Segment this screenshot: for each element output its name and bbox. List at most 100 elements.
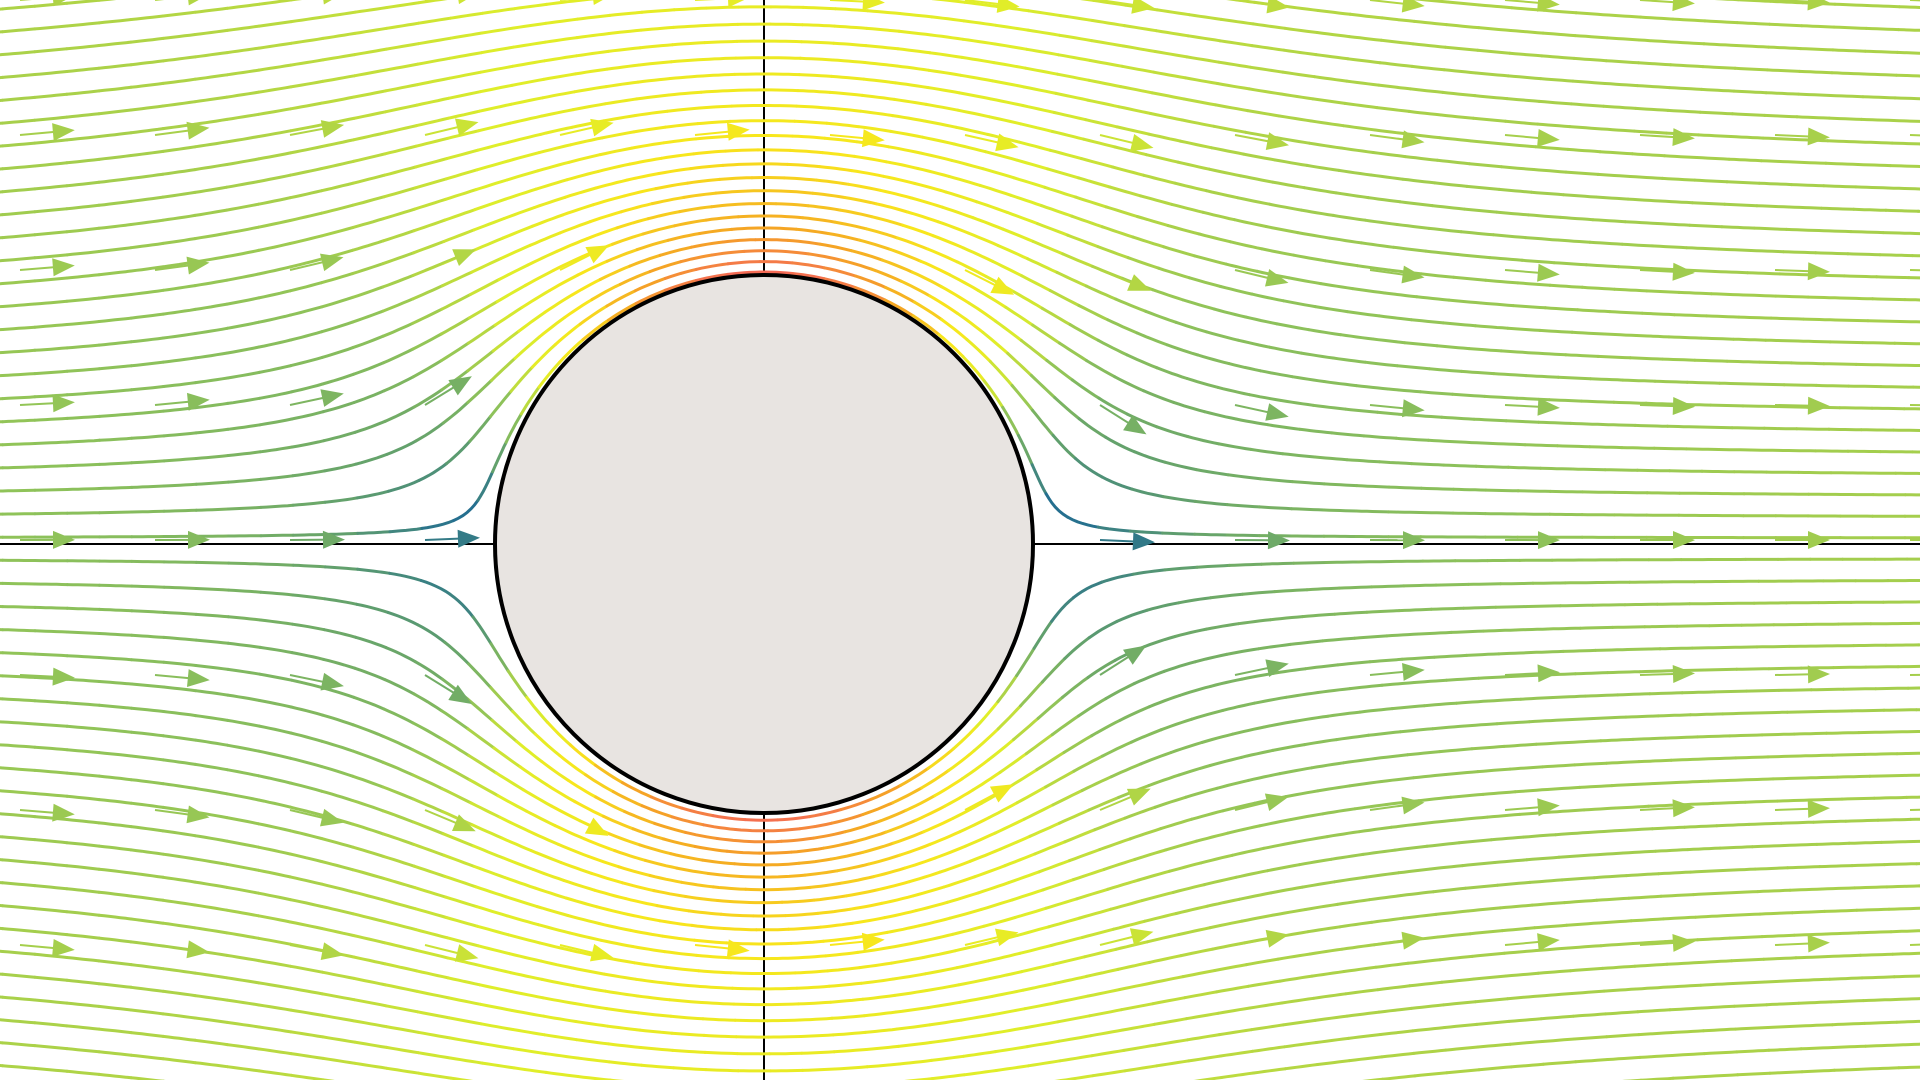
streamline-segment [1,674,37,679]
streamline-segment [1571,79,1607,85]
streamline-segment [1147,132,1182,143]
streamline-segment [416,1010,451,1020]
streamline-segment [1072,754,1104,773]
streamline-segment [703,39,739,45]
streamline-segment [258,390,293,400]
streamline-segment [1861,95,1897,100]
streamline-segment [989,97,1025,107]
streamline-segment [1026,257,1059,274]
streamline-segment [1183,990,1218,1000]
streamline-segment [1666,424,1702,429]
streamline-segment [530,343,557,369]
streamline-segment [1418,390,1455,396]
streamline-segment [1324,560,1360,564]
streamline-segment [927,1018,963,1027]
streamline-segment [862,1010,898,1018]
streamline-segment [904,794,937,812]
streamline-segment [1304,902,1339,911]
streamline-segment [129,127,165,135]
streamline-segment [1051,955,1087,966]
streamline-segment [194,612,230,619]
streamline-segment [991,1007,1027,1017]
streamline-segment [672,1066,708,1072]
streamline-segment [448,592,475,619]
streamline-segment [984,150,1019,162]
streamline-segment [412,864,447,878]
streamline-segment [1078,907,1113,920]
streamline-segment [543,36,579,44]
streamline-segment [1730,957,1766,963]
streamline-segment [382,707,415,725]
streamline-segment [1348,12,1384,20]
streamline-segment [97,316,133,323]
streamline-segment [541,996,577,1005]
streamline-segment [382,876,417,890]
streamline-segment [1784,227,1821,232]
streamline-segment [947,749,976,772]
streamline-segment [575,1038,611,1046]
streamline-segment [65,583,101,587]
streamline-segment [512,1047,547,1056]
streamline-segment [445,148,480,161]
arrow-shaft [1909,673,1920,676]
streamline-segment [921,949,957,959]
streamline-segment [161,967,197,975]
streamline-segment [637,60,673,67]
streamline-segment [1215,984,1250,994]
streamline-segment [698,227,734,235]
streamline-segment [130,385,166,392]
streamline-segment [1441,90,1477,98]
streamline-segment [288,234,323,245]
streamline-segment [767,39,803,44]
arrow-head [457,529,480,548]
streamline-segment [1021,981,1057,992]
streamline-segment [257,338,293,349]
streamline-segment [65,887,101,894]
streamline-segment [1,1064,37,1070]
streamline-segment [193,857,229,866]
streamline-segment [97,913,133,921]
streamline-segment [33,70,69,76]
streamline-segment [1176,160,1211,171]
streamline-segment [959,1013,995,1022]
streamline-segment [1316,9,1352,16]
streamline-segment [794,104,831,110]
streamline-segment [956,108,991,119]
streamline-segment [1398,200,1434,208]
streamline-segment [1541,1060,1578,1066]
streamline-segment [698,985,734,990]
streamline-segment [538,941,573,952]
streamline-segment [753,162,789,166]
streamline-segment [955,260,988,278]
streamline-segment [1,4,37,11]
streamline-segment [1698,425,1734,430]
streamline-segment [1299,208,1335,217]
streamline-segment [161,168,197,176]
streamline-segment [1727,157,1763,163]
streamline-segment [661,934,696,942]
streamline-segment [1563,898,1599,905]
streamline-segment [605,248,639,263]
arrow-shaft [1909,0,1920,2]
streamline-segment [1818,864,1854,869]
streamline-segment [1853,885,1889,890]
streamline-segment [352,955,387,966]
streamline-segment [1203,410,1238,421]
streamline-segment [1161,531,1197,536]
streamline-segment [888,939,923,949]
streamline-segment [1723,202,1759,208]
streamline-segment [351,934,387,945]
streamline-segment [1726,912,1762,917]
streamline-segment [1750,382,1786,387]
streamline-segment [1224,262,1259,273]
streamline-segment [827,981,863,988]
streamline-segment [473,197,508,212]
streamline-segment [1353,634,1389,640]
streamline-segment [257,1003,293,1012]
streamline-segment [65,250,101,257]
streamline-segment [954,125,990,136]
streamline-segment [1152,70,1188,80]
streamline-segment [1626,647,1662,651]
streamline-segment [756,148,792,152]
streamline-segment [960,758,990,781]
